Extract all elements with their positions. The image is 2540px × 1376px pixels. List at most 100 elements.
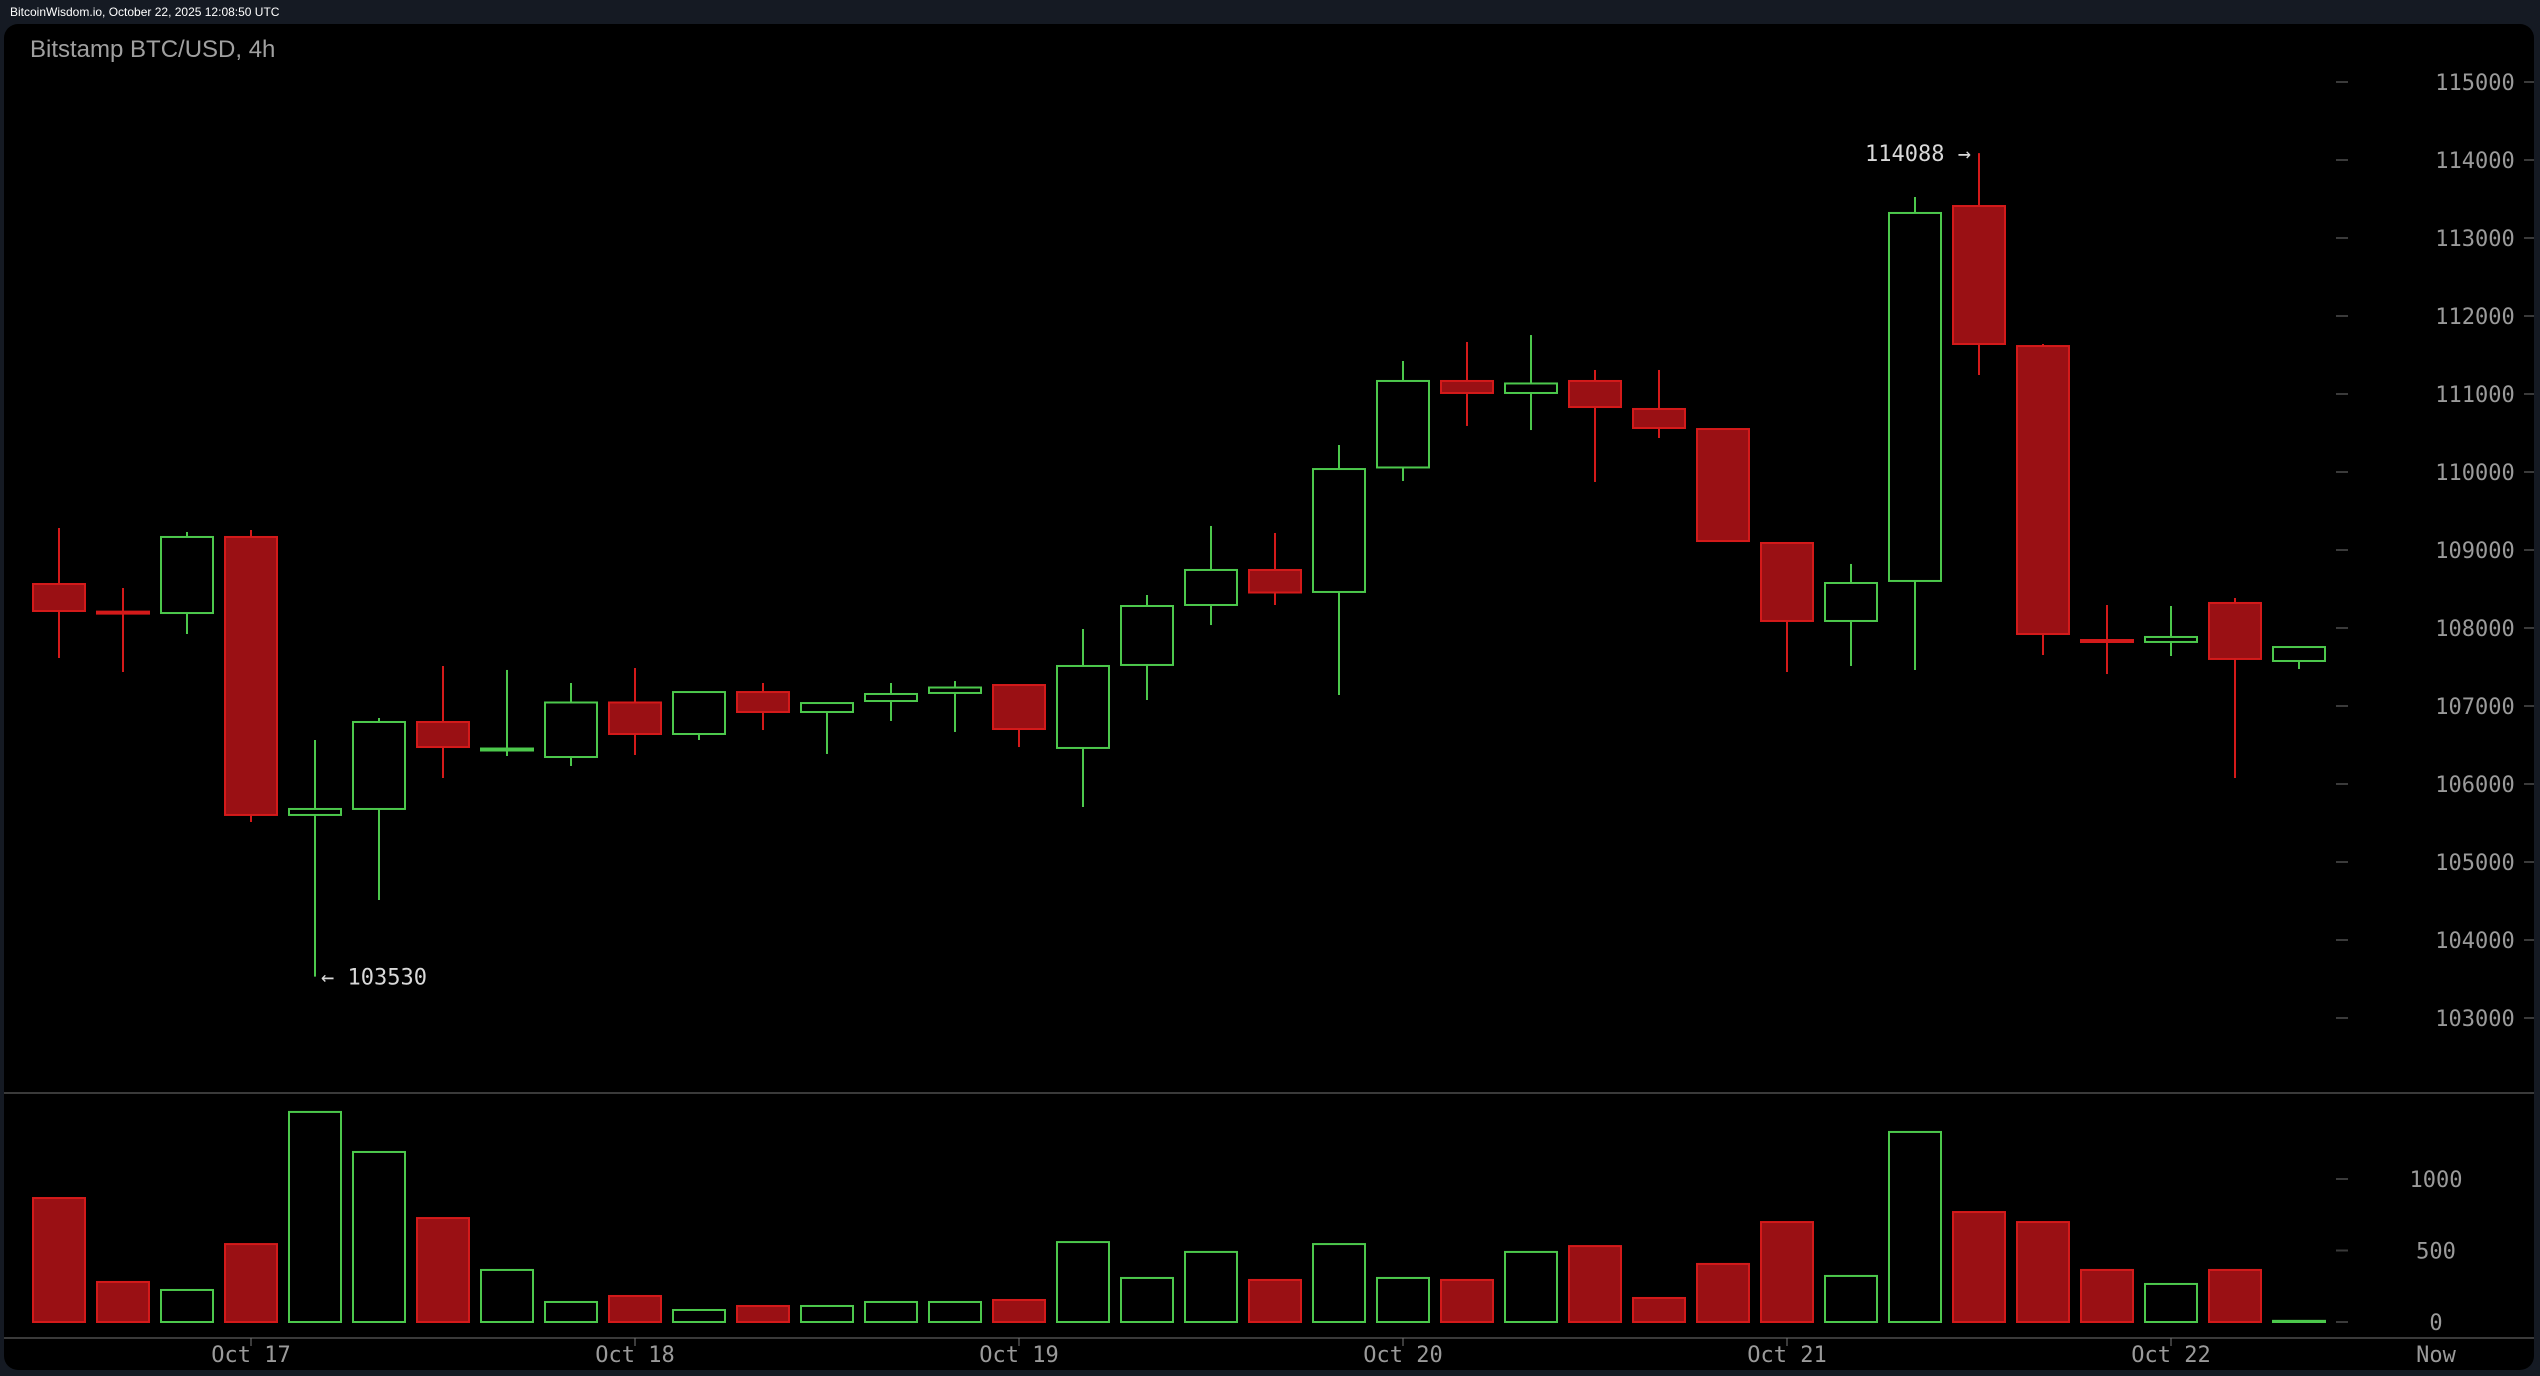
price-axis-label: 105000 <box>2435 851 2514 876</box>
candle-down[interactable] <box>2208 601 2262 660</box>
volume-bar[interactable] <box>1824 1274 1878 1323</box>
candle-up[interactable] <box>1376 379 1430 469</box>
volume-bar[interactable] <box>160 1288 214 1324</box>
price-axis-label: 114000 <box>2435 149 2514 174</box>
candle-down[interactable] <box>1952 205 2006 346</box>
x-axis-label: Oct 17 <box>211 1343 290 1368</box>
volume-bar[interactable] <box>1568 1245 1622 1324</box>
volume-bar[interactable] <box>416 1217 470 1323</box>
volume-bar[interactable] <box>1888 1130 1942 1323</box>
high-annotation: 114088 → <box>1865 142 1971 167</box>
low-annotation: ← 103530 <box>321 966 427 991</box>
candle-down[interactable] <box>416 720 470 749</box>
candle-up[interactable] <box>864 692 918 703</box>
volume-bar[interactable] <box>544 1300 598 1323</box>
price-axis-label: 110000 <box>2435 461 2514 486</box>
volume-bar[interactable] <box>2208 1268 2262 1323</box>
candle-up[interactable] <box>1120 605 1174 666</box>
candle-up[interactable] <box>288 807 342 816</box>
candle-up[interactable] <box>480 747 534 752</box>
volume-bar[interactable] <box>992 1298 1046 1324</box>
volume-axis-label: 1000 <box>2410 1168 2463 1193</box>
volume-bar[interactable] <box>2016 1221 2070 1323</box>
x-axis-label: Oct 21 <box>1747 1343 1826 1368</box>
x-axis-label: Oct 20 <box>1363 1343 1442 1368</box>
candle-up[interactable] <box>1824 581 1878 622</box>
volume-axis-label: 0 <box>2429 1311 2442 1336</box>
candle-down[interactable] <box>224 535 278 816</box>
volume-bar[interactable] <box>352 1150 406 1324</box>
candle-down[interactable] <box>2016 345 2070 636</box>
chart-panel: 115000 114000 113000 112000 111000 110000 1090… <box>4 24 2534 1370</box>
volume-bar[interactable] <box>1504 1250 1558 1324</box>
chart-title: Bitstamp BTC/USD, 4h <box>30 36 276 63</box>
volume-bar[interactable] <box>864 1300 918 1323</box>
volume-bar[interactable] <box>32 1197 86 1324</box>
volume-bar[interactable] <box>800 1304 854 1324</box>
price-axis-label: 106000 <box>2435 773 2514 798</box>
x-axis-label: Oct 19 <box>979 1343 1058 1368</box>
price-axis-label: 109000 <box>2435 539 2514 564</box>
candle-up[interactable] <box>1184 568 1238 606</box>
volume-axis-label: 500 <box>2416 1240 2456 1265</box>
volume-bar[interactable] <box>928 1300 982 1323</box>
volume-bar[interactable] <box>2272 1319 2326 1323</box>
volume-bar[interactable] <box>1312 1243 1366 1323</box>
volume-bar[interactable] <box>288 1110 342 1323</box>
volume-bar[interactable] <box>1184 1250 1238 1324</box>
volume-bar[interactable] <box>480 1268 534 1323</box>
candle-up[interactable] <box>160 535 214 615</box>
price-axis-label: 111000 <box>2435 383 2514 408</box>
candle-up[interactable] <box>672 691 726 736</box>
price-axis-label: 112000 <box>2435 305 2514 330</box>
candle-down[interactable] <box>2080 639 2134 644</box>
volume-bar[interactable] <box>224 1243 278 1323</box>
candle-down[interactable] <box>1696 428 1750 543</box>
candle-down[interactable] <box>1440 379 1494 394</box>
candle-up[interactable] <box>1504 382 1558 394</box>
volume-bar[interactable] <box>1952 1211 2006 1323</box>
volume-bar[interactable] <box>96 1280 150 1323</box>
source-timestamp: BitcoinWisdom.io, October 22, 2025 12:08… <box>10 5 280 19</box>
price-axis-label: 103000 <box>2435 1007 2514 1032</box>
volume-bar[interactable] <box>1696 1262 1750 1324</box>
candle-down[interactable] <box>32 583 86 612</box>
volume-bar[interactable] <box>2144 1282 2198 1324</box>
x-axis-label: Now <box>2416 1343 2456 1368</box>
volume-bar[interactable] <box>1440 1278 1494 1324</box>
volume-bar[interactable] <box>608 1294 662 1323</box>
volume-bar[interactable] <box>1632 1296 1686 1323</box>
volume-bar[interactable] <box>1056 1241 1110 1323</box>
candle-down[interactable] <box>96 610 150 615</box>
candle-down[interactable] <box>608 701 662 736</box>
volume-bar[interactable] <box>1120 1276 1174 1324</box>
candle-up[interactable] <box>2272 646 2326 662</box>
price-axis-label: 104000 <box>2435 929 2514 954</box>
volume-bar[interactable] <box>1760 1221 1814 1323</box>
candle-down[interactable] <box>1632 407 1686 430</box>
candlestick-chart[interactable]: 115000 114000 113000 112000 111000 110000 1090… <box>4 24 2534 1370</box>
candle-up[interactable] <box>544 701 598 759</box>
candle-down[interactable] <box>736 691 790 714</box>
volume-bar[interactable] <box>736 1304 790 1324</box>
candle-down[interactable] <box>1248 568 1302 594</box>
price-axis-label: 113000 <box>2435 227 2514 252</box>
x-axis-label: Oct 22 <box>2131 1343 2210 1368</box>
candle-up[interactable] <box>1888 211 1942 582</box>
volume-bar[interactable] <box>672 1308 726 1324</box>
candle-up[interactable] <box>1056 664 1110 749</box>
price-axis-label: 107000 <box>2435 695 2514 720</box>
candle-up[interactable] <box>800 702 854 714</box>
volume-bar[interactable] <box>1248 1278 1302 1324</box>
candle-up[interactable] <box>2144 635 2198 643</box>
volume-bar[interactable] <box>1376 1276 1430 1324</box>
candle-down[interactable] <box>992 684 1046 731</box>
candle-up[interactable] <box>352 720 406 810</box>
candle-down[interactable] <box>1760 541 1814 622</box>
candle-down[interactable] <box>1568 379 1622 409</box>
candle-up[interactable] <box>928 686 982 694</box>
candle-up[interactable] <box>1312 468 1366 593</box>
price-axis-label: 115000 <box>2435 71 2514 96</box>
volume-bar[interactable] <box>2080 1268 2134 1323</box>
x-axis-label: Oct 18 <box>595 1343 674 1368</box>
